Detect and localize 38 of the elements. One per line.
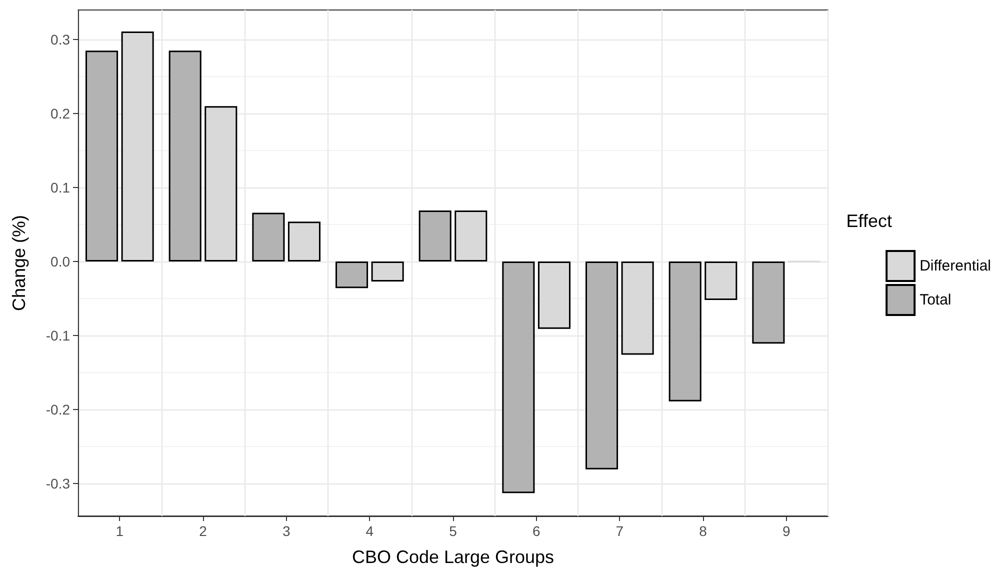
bar — [204, 106, 238, 262]
bar — [502, 262, 535, 494]
x-tick-label: 4 — [366, 523, 374, 539]
bar — [121, 31, 154, 262]
y-tick-label: -0.1 — [46, 327, 70, 344]
bar — [538, 262, 570, 329]
x-tick-label: 3 — [282, 523, 290, 539]
bar — [586, 262, 618, 470]
legend-title: Effect — [846, 211, 892, 231]
y-tick-label: 0.3 — [50, 32, 70, 48]
y-tick-label: 0.0 — [50, 254, 70, 270]
bar — [288, 222, 320, 262]
x-tick-label: 5 — [449, 523, 458, 539]
y-axis-title: Change (%) — [9, 214, 29, 312]
x-tick-label: 7 — [616, 523, 624, 539]
x-tick-label: 6 — [532, 523, 540, 539]
bar — [668, 262, 702, 402]
bar — [168, 50, 202, 262]
y-tick-label: -0.2 — [46, 401, 70, 418]
bar — [86, 50, 118, 262]
y-tick-label: 0.1 — [50, 180, 70, 196]
legend-label: Differential — [920, 258, 992, 274]
bar — [454, 210, 488, 262]
x-tick-label: 2 — [199, 523, 208, 539]
x-tick-label: 8 — [699, 523, 708, 539]
bar — [336, 262, 368, 288]
legend-label: Total — [920, 292, 952, 308]
x-tick-label: 1 — [116, 523, 124, 539]
x-tick-label: 9 — [782, 523, 790, 539]
bar — [252, 212, 285, 262]
bar — [752, 262, 785, 344]
y-tick-label: -0.3 — [46, 475, 70, 492]
x-axis-title: CBO Code Large Groups — [352, 547, 554, 567]
bar — [621, 262, 654, 355]
bar — [418, 210, 452, 262]
bar — [704, 262, 738, 300]
bar — [371, 262, 404, 282]
y-tick-label: 0.2 — [50, 106, 70, 122]
